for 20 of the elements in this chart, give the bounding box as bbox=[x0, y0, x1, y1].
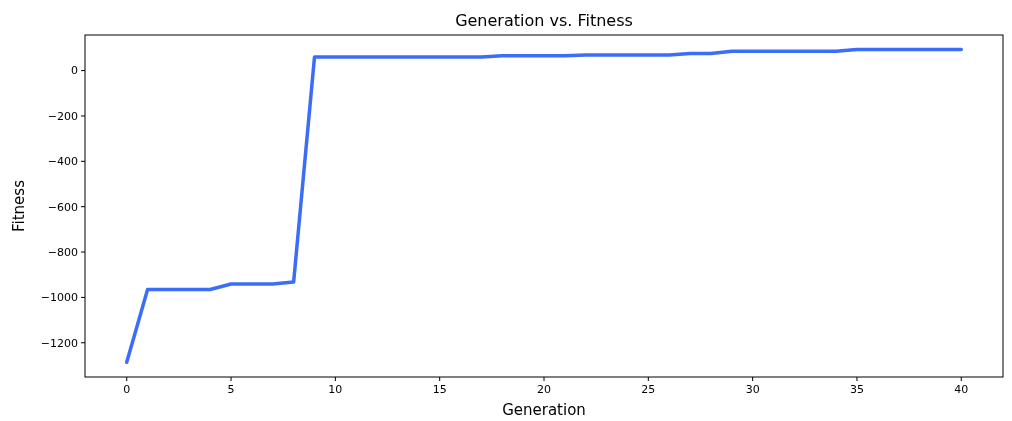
line-series bbox=[124, 47, 964, 365]
y-tick-label: −600 bbox=[47, 200, 78, 214]
x-axis-title: Generation bbox=[502, 401, 586, 419]
x-tick-label: 30 bbox=[745, 383, 760, 396]
y-axis-title: Fitness bbox=[10, 179, 28, 232]
y-tick-label: −1000 bbox=[40, 291, 78, 305]
x-tick-label: 15 bbox=[432, 383, 447, 396]
x-tick-label: 5 bbox=[227, 383, 235, 396]
x-tick-label: 0 bbox=[123, 383, 131, 396]
x-tick-label: 35 bbox=[849, 383, 864, 396]
x-tick-label: 20 bbox=[537, 383, 551, 396]
y-tick-label: −200 bbox=[47, 109, 78, 123]
y-tick-label: −1200 bbox=[40, 336, 78, 350]
chart-title: Generation vs. Fitness bbox=[455, 11, 633, 30]
y-tick-label: −800 bbox=[47, 245, 78, 259]
x-tick-label: 25 bbox=[641, 383, 656, 396]
y-tick-label: 0 bbox=[71, 64, 78, 78]
x-tick-label: 40 bbox=[954, 383, 969, 396]
y-tick-label: −400 bbox=[47, 155, 78, 169]
x-tick-label: 10 bbox=[328, 383, 343, 396]
